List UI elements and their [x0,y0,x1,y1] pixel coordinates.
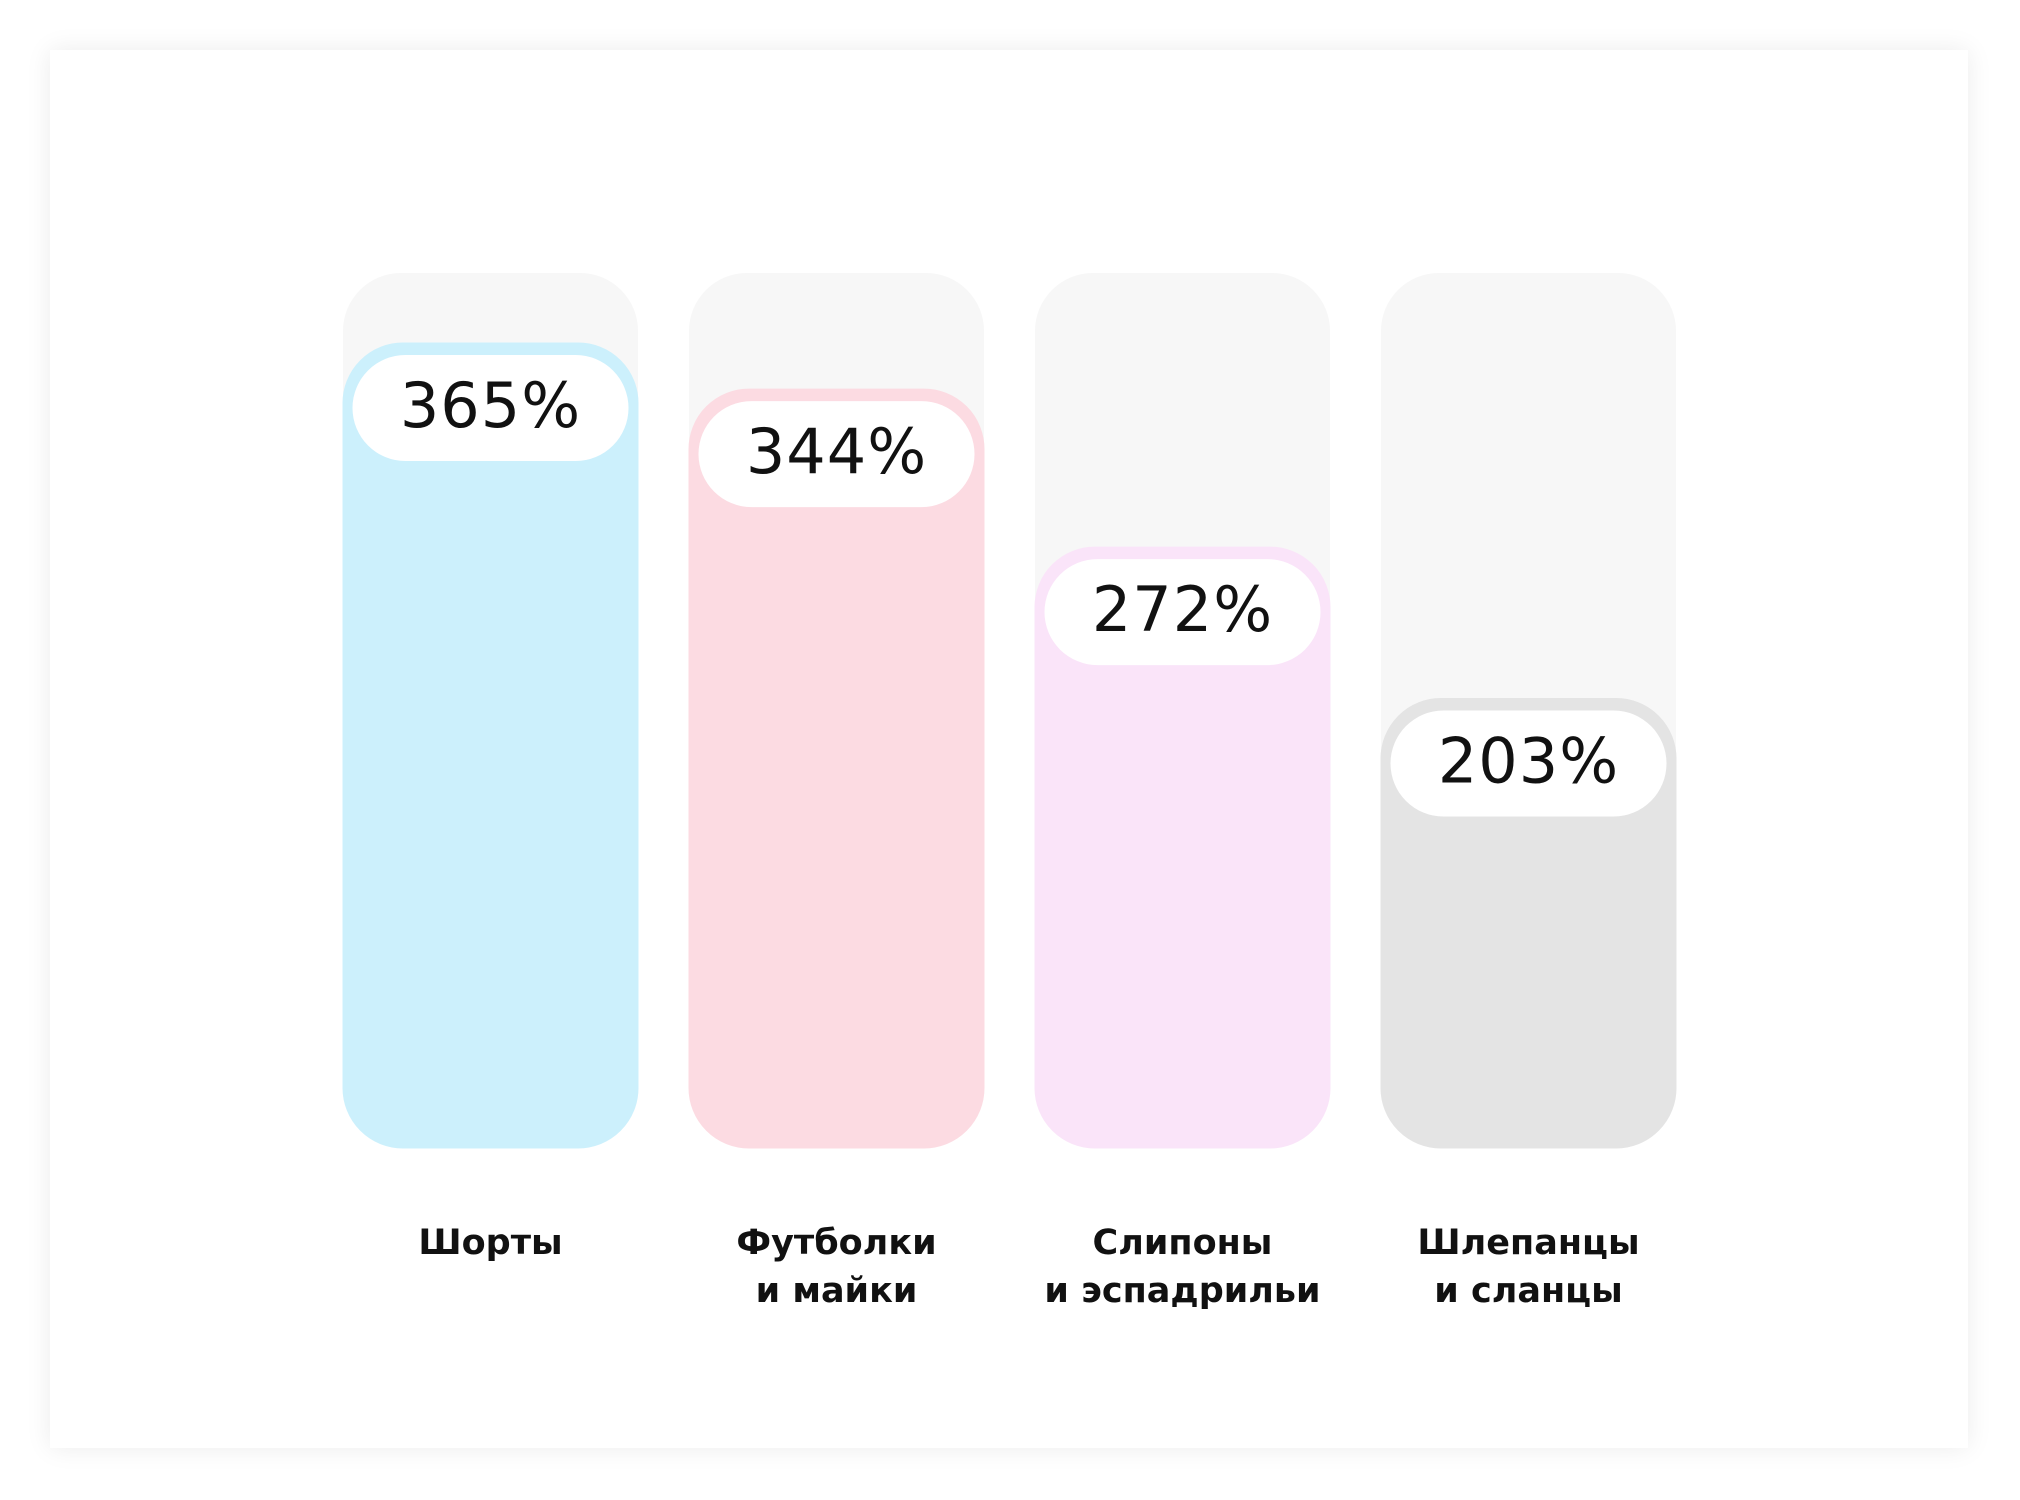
value-pill [352,355,629,461]
value-pill [1044,559,1321,666]
category-label: Слипоны и эспадрильи [1044,1223,1321,1311]
value-label: 365% [400,369,581,442]
value-pill [698,401,975,508]
category-label: Шорты [418,1223,563,1263]
value-label: 272% [1092,573,1273,646]
value-pill [1390,710,1667,817]
category-label: Футболки и майки [736,1223,937,1311]
value-label: 344% [746,415,927,488]
value-label: 203% [1438,725,1619,798]
bar [342,342,639,1149]
bar [1034,546,1331,1149]
category-label: Шлепанцы и сланцы [1417,1223,1640,1311]
bar [688,388,985,1149]
